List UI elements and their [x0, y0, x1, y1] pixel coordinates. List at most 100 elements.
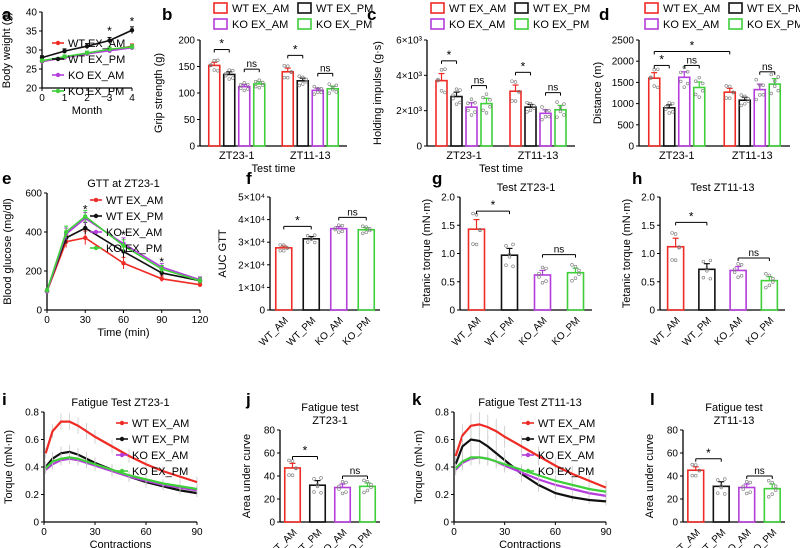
- panel-b-datapoint: [257, 86, 261, 90]
- panel-h-category-label: KO_AM: [713, 315, 746, 348]
- panel-d-datapoint: [773, 79, 777, 83]
- panel-d-datapoint: [754, 97, 758, 102]
- legend-i-marker: [119, 436, 125, 442]
- panel-c-group-label: ZT23-1: [446, 150, 481, 162]
- panel-g-datapoint: [511, 264, 515, 269]
- panel-g-datapoint: [570, 279, 574, 283]
- panel-d-datapoint: [667, 101, 671, 105]
- panel-j-datapoint: [319, 476, 323, 480]
- panel-c-sig-label: *: [447, 48, 452, 62]
- panel-b-datapoint: [331, 85, 335, 90]
- panel-b-datapoint: [312, 84, 316, 89]
- panel-e-annotation: *: [159, 255, 164, 269]
- legend-i-marker: [119, 468, 125, 474]
- panel-d-datapoint: [652, 84, 656, 88]
- panel-h-datapoint: [767, 283, 772, 288]
- panel-c-ytick-label: 6×10³: [396, 36, 423, 47]
- panel-k-xtick-label: 0: [451, 527, 457, 538]
- panel-e-title: GTT at ZT23-1: [87, 178, 160, 190]
- legend-b-label: WT EX_AM: [232, 3, 289, 15]
- panel-d-datapoint: [728, 84, 732, 89]
- panel-j-datapoint: [365, 488, 370, 493]
- panel-a-point: [107, 47, 112, 52]
- panel-l-datapoint: [748, 480, 752, 485]
- panel-e-xlabel: Time (min): [97, 327, 149, 339]
- panel-c-bar: [480, 102, 493, 147]
- panel-i-ytick-label: 0.6: [25, 435, 39, 446]
- panel-c-sig-label: ns: [474, 76, 485, 87]
- panel-d-datapoint: [724, 96, 728, 100]
- panel-b-ytick-label: 0: [189, 142, 195, 153]
- panel-d-datapoint: [754, 78, 758, 82]
- panel-f-datapoint: [361, 224, 365, 228]
- panel-f-category-label: KO_PM: [341, 315, 374, 348]
- panel-g-datapoint: [471, 211, 475, 216]
- panel-e-point: [44, 288, 50, 293]
- panel-c-datapoint: [558, 109, 563, 114]
- panel-c-datapoint: [466, 101, 470, 105]
- panel-b-datapoint: [319, 90, 323, 95]
- panel-l-title: Fatigue test: [705, 402, 762, 414]
- panel-b-datapoint: [242, 81, 246, 85]
- panel-j-datapoint: [337, 484, 341, 489]
- panel-b-datapoint: [239, 83, 243, 87]
- panel-j-datapoint: [344, 490, 348, 494]
- panel-c-datapoint: [466, 108, 470, 113]
- legend-a-marker: [55, 72, 61, 78]
- panel-j-sig-label: *: [303, 443, 308, 457]
- panel-l-datapoint: [716, 478, 720, 482]
- panel-d-ytick-label: 500: [617, 120, 634, 131]
- panel-j-datapoint: [315, 484, 320, 489]
- panel-f-sig-label: *: [295, 213, 300, 227]
- panel-h-datapoint: [677, 246, 681, 250]
- panel-e-letter: e: [2, 169, 11, 188]
- legend-i-label: KO EX_AM: [132, 450, 188, 462]
- panel-l-datapoint: [716, 491, 720, 495]
- panel-c-datapoint: [473, 110, 477, 114]
- panel-l-datapoint: [719, 484, 723, 488]
- panel-b-sig-label: *: [293, 42, 298, 56]
- panel-f-datapoint: [285, 246, 289, 250]
- panel-b-datapoint: [212, 58, 216, 63]
- panel-a-xlabel: Month: [72, 105, 103, 117]
- panel-e-point: [159, 270, 164, 276]
- legend-e-marker: [93, 213, 99, 219]
- panel-c-datapoint: [488, 97, 492, 102]
- panel-b-datapoint: [254, 79, 258, 84]
- panel-g-datapoint: [573, 276, 578, 280]
- panel-f-datapoint: [368, 227, 372, 231]
- panel-j-ylabel: Area under curve: [241, 434, 253, 518]
- legend-k-marker: [525, 436, 531, 442]
- panel-j-datapoint: [365, 480, 370, 484]
- panel-h-bar: [666, 245, 685, 311]
- panel-b-sig-label: ns: [320, 63, 331, 74]
- panel-c-sig-label: ns: [548, 83, 559, 94]
- panel-j-datapoint: [340, 491, 345, 496]
- panel-g-datapoint: [540, 281, 545, 285]
- panel-g-bar: [467, 228, 486, 311]
- panel-g-datapoint: [544, 266, 548, 271]
- panel-b-datapoint: [334, 83, 338, 88]
- panel-e-point: [159, 266, 164, 272]
- panel-b-bar: [296, 80, 310, 147]
- panel-e-annotation: *: [83, 203, 88, 217]
- panel-h-datapoint: [736, 262, 740, 266]
- panel-d-ytick-label: 1000: [612, 99, 635, 110]
- panel-l-datapoint: [767, 495, 771, 499]
- panel-g-datapoint: [544, 279, 548, 283]
- panel-b-sig-label: *: [219, 37, 224, 51]
- panel-f-category-label: KO_AM: [313, 315, 346, 348]
- panel-a-point: [129, 28, 135, 33]
- panel-b-xlabel: Test time: [251, 163, 295, 175]
- panel-c-datapoint: [458, 88, 462, 92]
- panel-g-datapoint: [537, 271, 541, 276]
- panel-d-datapoint: [694, 79, 698, 83]
- panel-j-datapoint: [290, 473, 295, 477]
- panel-b-bar: [237, 85, 251, 147]
- panel-h-ytick-label: 0: [649, 306, 655, 317]
- legend-i-label: WT EX_PM: [132, 434, 189, 446]
- panel-e-ytick-label: 0: [36, 306, 42, 317]
- panel-j-category-label: WT_AM: [266, 527, 299, 548]
- panel-a-ytick-label: 20: [26, 84, 38, 95]
